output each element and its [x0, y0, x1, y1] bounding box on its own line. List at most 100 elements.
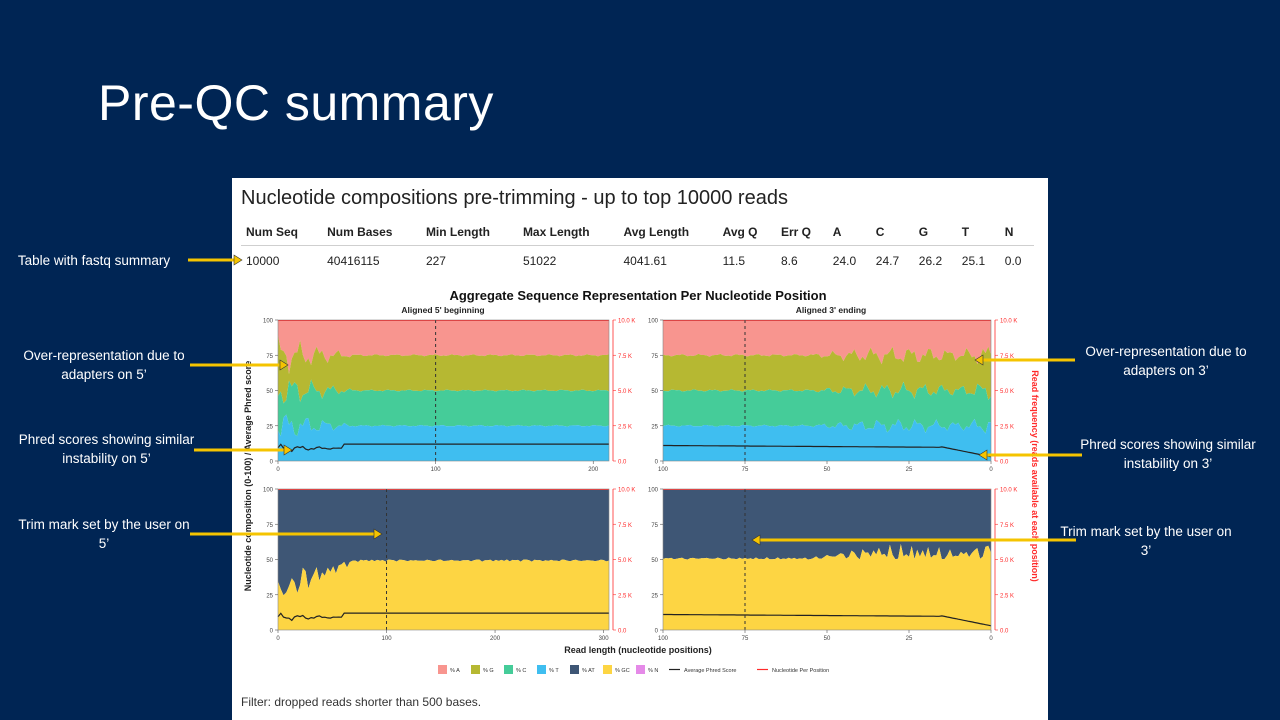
y-tick-label: 25 — [651, 593, 658, 599]
annotation-overrep-3prime: Over-representation due to adapters on 3… — [1085, 344, 1247, 378]
annotation-arrow-head — [751, 534, 761, 546]
facet-title-3prime: Aligned 3' ending — [796, 305, 867, 315]
table-row: 10000 40416115 227 51022 4041.61 11.5 8.6 24.0 2… — [241, 246, 1034, 272]
y-tick-label: 100 — [648, 319, 659, 325]
annotation-table-summary: Table with fastq summary — [17, 253, 171, 268]
y2-tick-label: 5.0 K — [1000, 558, 1014, 564]
x-tick-label: 25 — [906, 636, 913, 642]
table-cell: 4041.61 — [623, 254, 667, 268]
x-tick-label: 0 — [989, 636, 993, 642]
facet-title-5prime: Aligned 5' beginning — [401, 305, 484, 315]
table-cell: 51022 — [522, 254, 557, 268]
band-pct-c — [278, 379, 609, 437]
nucleotide-composition-chart: Aggregate Sequence Representation Per Nu… — [243, 288, 1040, 674]
facet-panel: 0 25 50 75 100 0.0 2.5 K 5.0 K 7.5 K 10.0 K 100 75 5… — [648, 319, 1017, 474]
x-tick-label: 300 — [599, 636, 610, 642]
band-pct-at — [278, 489, 609, 596]
y-tick-label: 50 — [266, 389, 273, 395]
y2-tick-label: 5.0 K — [1000, 389, 1014, 395]
y2-tick-label: 10.0 K — [618, 319, 635, 325]
table-cell: 0.0 — [1004, 254, 1022, 268]
x-tick-label: 50 — [824, 636, 831, 642]
band-pct-gc — [663, 544, 991, 630]
x-tick-label: 200 — [490, 636, 501, 642]
table-header-row: Num Seq Num Bases Min Length Max Length Avg … — [241, 222, 1034, 246]
table-header-cell: Avg Q — [717, 222, 776, 246]
legend-swatch — [471, 665, 480, 674]
table-header-cell: Avg Length — [618, 222, 718, 246]
phred-score-line — [663, 613, 992, 627]
chart-title: Aggregate Sequence Representation Per Nu… — [449, 288, 826, 303]
annotation-arrow-head — [974, 354, 984, 366]
x-tick-label: 200 — [588, 467, 599, 473]
y-tick-label: 100 — [648, 488, 659, 494]
y-axis-title: Nucleotide composition (0-100) / Average… — [243, 361, 253, 591]
table-cell: 11.5 — [722, 254, 746, 268]
table-header-cell: C — [870, 222, 914, 246]
legend-swatch — [603, 665, 612, 674]
report-panel: Nucleotide compositions pre-trimming - u… — [232, 178, 1048, 720]
table-header-cell: T — [956, 222, 1000, 246]
y-tick-label: 100 — [263, 319, 274, 325]
y2-tick-label: 7.5 K — [1000, 523, 1014, 529]
table-header-cell: Err Q — [775, 222, 828, 246]
band-pct-a — [663, 320, 991, 365]
table-cell: 26.2 — [918, 254, 943, 268]
y-tick-label: 25 — [651, 424, 658, 430]
facet-panel: 0 25 50 75 100 0.0 2.5 K 5.0 K 7.5 K 10.0 K 0 100 20… — [263, 319, 635, 474]
y-tick-label: 25 — [266, 593, 273, 599]
y2-tick-label: 2.5 K — [618, 424, 632, 430]
table-cell: 25.1 — [961, 254, 986, 268]
annotation-phred-5prime: Phred scores showing similar instability… — [18, 432, 195, 466]
table-header-cell: Num Bases — [322, 222, 421, 246]
x-tick-label: 100 — [658, 636, 669, 642]
band-pct-at — [663, 489, 991, 560]
table-header-cell: G — [913, 222, 957, 246]
x-tick-label: 75 — [742, 467, 749, 473]
legend-swatch — [570, 665, 579, 674]
legend-label: % A — [450, 668, 460, 674]
slide-title: Pre-QC summary — [98, 75, 494, 131]
y2-tick-label: 7.5 K — [1000, 354, 1014, 360]
y2-tick-label: 5.0 K — [618, 389, 632, 395]
table-header-cell: Max Length — [517, 222, 619, 246]
phred-score-line — [277, 612, 609, 622]
x-tick-label: 100 — [431, 467, 442, 473]
legend-label: % G — [483, 668, 494, 674]
annotation-phred-3prime: Phred scores showing similar instability… — [1080, 437, 1256, 471]
x-tick-label: 0 — [276, 636, 280, 642]
y2-tick-label: 10.0 K — [1000, 319, 1017, 325]
phred-score-line — [663, 444, 992, 458]
x-tick-label: 0 — [276, 467, 280, 473]
y2-tick-label: 10.0 K — [618, 488, 635, 494]
annotation-arrow-head — [279, 359, 289, 371]
y2-tick-label: 5.0 K — [618, 558, 632, 564]
y-tick-label: 0 — [270, 629, 274, 635]
table-cell: 24.0 — [832, 254, 857, 268]
x-tick-label: 25 — [906, 467, 913, 473]
x-tick-label: 50 — [824, 467, 831, 473]
x-axis-title: Read length (nucleotide positions) — [564, 645, 712, 655]
legend-label: % C — [516, 668, 526, 674]
annotation-trim-5prime: Trim mark set by the user on 5’ — [18, 517, 190, 551]
panel-heading: Nucleotide compositions pre-trimming - u… — [241, 187, 788, 209]
x-tick-label: 0 — [989, 467, 993, 473]
table-cell: 227 — [425, 254, 446, 268]
table-cell: 40416115 — [327, 254, 380, 268]
legend-swatch — [438, 665, 447, 674]
table-cell: 8.6 — [780, 254, 798, 268]
band-pct-gc — [278, 559, 609, 630]
y-tick-label: 50 — [651, 389, 658, 395]
y-tick-label: 50 — [266, 558, 273, 564]
y2-tick-label: 10.0 K — [1000, 488, 1017, 494]
y2-tick-label: 2.5 K — [618, 593, 632, 599]
y2-tick-label: 7.5 K — [618, 354, 632, 360]
annotation-trim-3prime: Trim mark set by the user on 3’ — [1060, 524, 1232, 558]
band-pct-a — [278, 320, 609, 374]
y-tick-label: 25 — [266, 424, 273, 430]
x-tick-label: 100 — [382, 636, 393, 642]
x-tick-label: 100 — [658, 467, 669, 473]
table-header-cell: Min Length — [420, 222, 518, 246]
legend: % A % G % C % T % AT % GC % N Average Phred Sco… — [438, 665, 829, 674]
